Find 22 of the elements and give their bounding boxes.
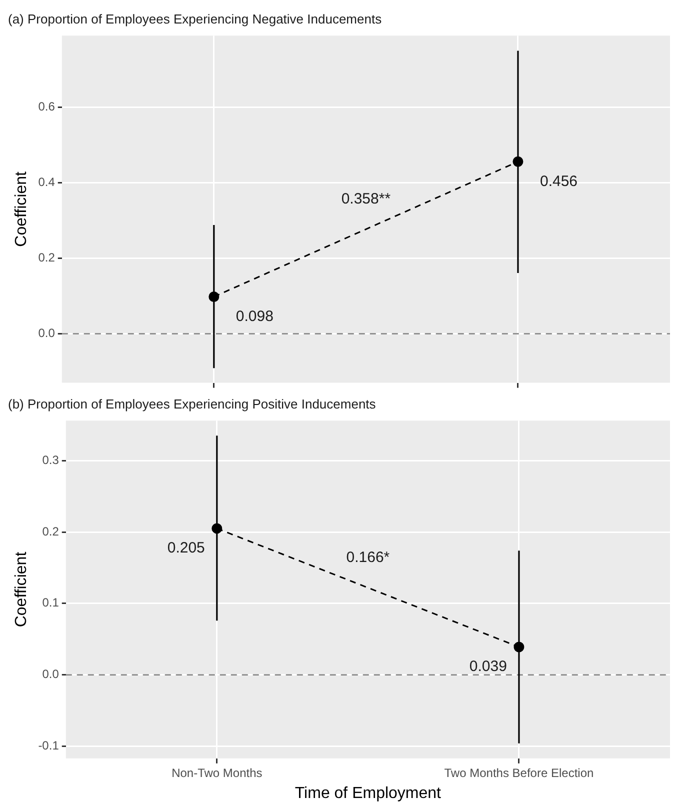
y-tick-label: 0.2 (38, 250, 56, 265)
y-tick-label: 0.2 (42, 524, 60, 538)
y-tick-label: 0.4 (38, 175, 56, 190)
x-tick-label: Two Months Before Election (444, 766, 594, 780)
y-tick-label: 0.3 (42, 452, 60, 467)
y-tick-label: 0.1 (42, 596, 60, 610)
annotation: 0.358** (341, 190, 391, 208)
x-axis-title: Time of Employment (294, 784, 442, 802)
data-label: 0.205 (167, 540, 205, 557)
chart-title: (a) Proportion of Employees Experiencing Negative Inducements (8, 11, 382, 26)
y-tick-label: 0.6 (38, 100, 56, 114)
y-tick-label: 0.0 (42, 667, 60, 682)
data-label: 0.098 (236, 308, 274, 325)
data-label: 0.039 (469, 658, 507, 676)
annotation: 0.166* (346, 548, 390, 566)
x-tick-label: Non-Two Months (172, 766, 262, 780)
y-axis-title: Coefficient (13, 170, 30, 247)
y-tick-label: -0.1 (38, 738, 60, 753)
y-tick-label: 0.0 (38, 326, 56, 340)
chart-title: (b) Proportion of Employees Experiencing Positive Inducements (8, 396, 376, 412)
y-axis-title: Coefficient (13, 551, 30, 628)
data-label: 0.456 (540, 172, 578, 190)
